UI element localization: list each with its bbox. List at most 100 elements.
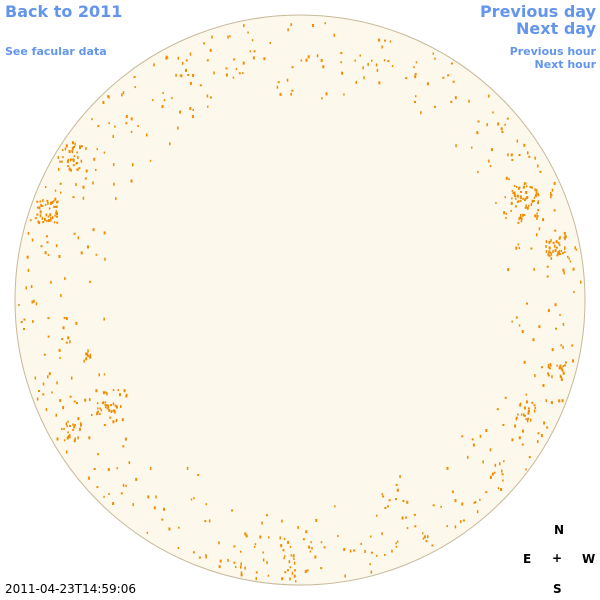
facular-speckle	[112, 389, 115, 392]
facular-speckle	[515, 185, 518, 188]
facular-speckle	[163, 507, 165, 511]
facular-speckle	[89, 355, 92, 359]
facular-speckle	[155, 495, 157, 499]
facular-speckle	[395, 542, 397, 545]
facular-speckle	[46, 199, 49, 202]
facular-speckle	[560, 344, 562, 347]
compass-east-label: E	[523, 552, 532, 566]
facular-speckle	[88, 436, 91, 440]
facular-speckle	[559, 253, 561, 256]
facular-speckle	[492, 111, 494, 114]
facular-speckle	[414, 525, 417, 528]
facular-speckle	[67, 336, 70, 340]
facular-speckle	[49, 213, 52, 217]
facular-speckle	[562, 322, 565, 326]
facular-speckle	[550, 401, 553, 404]
facular-speckle	[42, 393, 45, 396]
facular-speckle	[59, 356, 61, 359]
see-facular-data-link[interactable]: See facular data	[5, 45, 107, 58]
facular-speckle	[77, 236, 80, 240]
facular-speckle	[18, 304, 20, 306]
next-hour-link[interactable]: Next hour	[534, 58, 597, 71]
facular-speckle	[75, 183, 77, 187]
facular-speckle	[413, 513, 416, 516]
facular-speckle	[121, 418, 124, 422]
facular-speckle	[432, 504, 435, 507]
facular-speckle	[206, 94, 209, 98]
facular-speckle	[55, 210, 58, 214]
facular-speckle	[527, 151, 529, 155]
facular-speckle	[59, 399, 62, 403]
facular-speckle	[112, 502, 115, 505]
facular-speckle	[557, 251, 560, 254]
facular-speckle	[515, 418, 517, 421]
facular-speckle	[85, 147, 87, 151]
facular-speckle	[244, 532, 247, 536]
facular-speckle	[549, 367, 551, 370]
facular-speckle	[305, 58, 308, 62]
facular-speckle	[219, 559, 222, 563]
facular-speckle	[59, 182, 62, 185]
facular-speckle	[525, 182, 527, 185]
facular-speckle	[50, 217, 52, 220]
facular-speckle	[307, 55, 310, 59]
facular-speckle	[564, 247, 566, 250]
facular-speckle	[375, 63, 378, 67]
facular-speckle	[40, 203, 42, 207]
facular-speckle	[558, 399, 561, 403]
facular-speckle	[525, 197, 527, 200]
facular-speckle	[378, 38, 381, 42]
facular-speckle	[547, 363, 550, 367]
facular-speckle	[120, 405, 122, 408]
facular-speckle	[548, 246, 551, 250]
facular-speckle	[57, 167, 60, 171]
facular-speckle	[548, 250, 551, 254]
facular-speckle	[179, 74, 182, 77]
facular-speckle	[57, 156, 60, 160]
facular-speckle	[277, 81, 280, 84]
facular-speckle	[305, 530, 308, 534]
facular-speckle	[192, 74, 195, 77]
facular-speckle	[149, 159, 152, 162]
facular-speckle	[476, 131, 479, 135]
facular-speckle	[402, 500, 405, 502]
facular-speckle	[308, 545, 311, 549]
facular-speckle	[89, 353, 92, 356]
facular-speckle	[251, 39, 254, 42]
facular-speckle	[316, 54, 319, 58]
facular-speckle	[288, 560, 291, 564]
facular-speckle	[125, 122, 128, 125]
facular-speckle	[507, 153, 509, 157]
facular-speckle	[235, 68, 238, 71]
facular-speckle	[279, 536, 281, 540]
facular-speckle	[432, 52, 434, 55]
facular-speckle	[502, 479, 504, 482]
facular-speckle	[229, 35, 231, 38]
facular-speckle	[71, 376, 73, 380]
facular-speckle	[473, 501, 476, 504]
facular-speckle	[31, 300, 34, 304]
facular-speckle	[130, 117, 133, 121]
facular-speckle	[516, 200, 519, 203]
facular-speckle	[551, 348, 554, 352]
facular-speckle	[97, 453, 100, 456]
facular-speckle	[523, 406, 526, 410]
facular-speckle	[38, 206, 41, 210]
facular-speckle	[91, 118, 93, 121]
next-day-link[interactable]: Next day	[516, 19, 596, 38]
facular-speckle	[238, 72, 241, 75]
facular-speckle	[523, 214, 526, 216]
facular-speckle	[27, 268, 30, 272]
facular-speckle	[73, 400, 76, 403]
facular-speckle	[69, 340, 71, 344]
facular-speckle	[58, 255, 61, 258]
facular-speckle	[113, 409, 116, 413]
previous-day-link[interactable]: Previous day	[479, 2, 596, 21]
back-to-year-link[interactable]: Back to 2011	[5, 2, 123, 21]
facular-speckle	[537, 202, 539, 205]
facular-speckle	[489, 448, 492, 452]
facular-speckle	[58, 348, 61, 352]
facular-speckle	[56, 381, 58, 385]
previous-hour-link[interactable]: Previous hour	[509, 45, 596, 58]
facular-speckle	[171, 97, 173, 100]
